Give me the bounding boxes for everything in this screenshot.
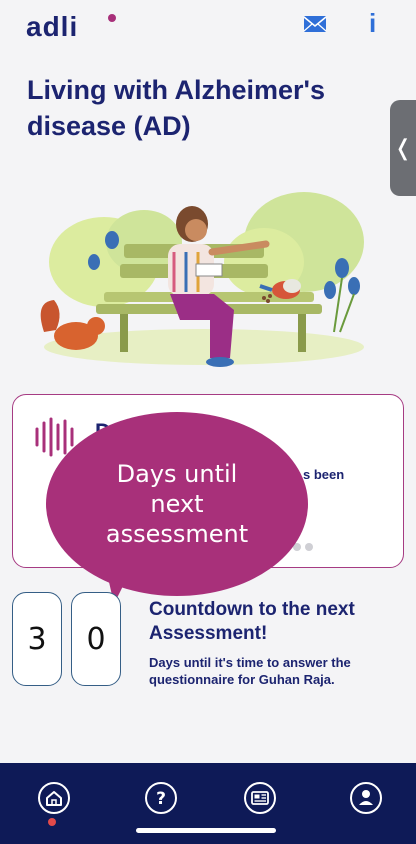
carousel-dot[interactable] [305,543,313,551]
mail-icon[interactable] [303,14,327,39]
svg-text:?: ? [156,789,166,809]
logo-text: adli [26,12,78,42]
page-title: Living with Alzheimer's disease (AD) [27,75,325,141]
info-button[interactable]: i [369,8,377,38]
countdown-digit: 0 [71,592,121,686]
profile-icon[interactable] [349,781,383,815]
carousel-dot[interactable] [293,543,301,551]
tooltip-bubble: Days until next assessment [46,412,308,596]
tooltip-text: Days until next assessment [105,460,249,548]
news-icon[interactable] [243,781,277,815]
home-indicator [136,828,276,833]
soundwave-icon [33,415,77,464]
home-icon[interactable] [37,781,71,815]
countdown-subtitle: Days until it's time to answer the quest… [149,655,351,687]
side-drawer-handle[interactable]: ❬ [390,100,416,196]
adli-logo: adli [26,11,122,47]
card-text: s been [303,467,345,482]
chevron-left-icon: ❬ [393,135,413,160]
active-indicator-dot [48,818,56,826]
countdown-title: Countdown to the next Assessment! [149,599,355,644]
hero-illustration [34,182,374,387]
help-icon[interactable]: ? [144,781,178,815]
countdown-digit: 3 [12,592,62,686]
